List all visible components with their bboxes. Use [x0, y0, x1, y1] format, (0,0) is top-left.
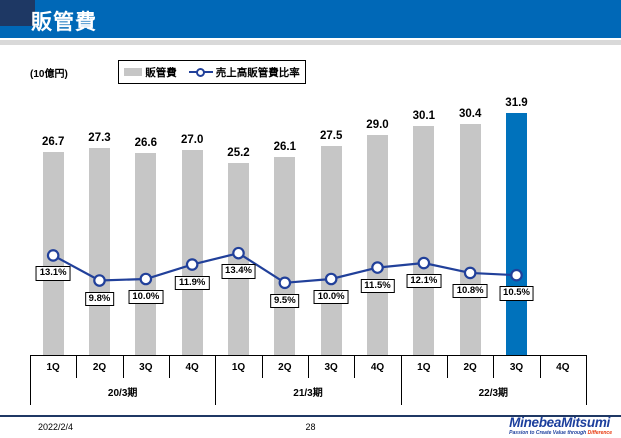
x-axis-year-label: 22/3期 — [478, 388, 509, 399]
quarter-tick — [261, 355, 263, 378]
x-axis-year-label: 20/3期 — [107, 388, 138, 399]
ratio-value-label: 10.8% — [452, 283, 488, 299]
bar — [413, 126, 435, 355]
quarter-tick — [539, 355, 541, 378]
ratio-value-label: 12.1% — [406, 274, 442, 289]
x-axis-quarter-label: 2Q — [278, 362, 292, 373]
x-axis-quarter-label: 1Q — [417, 362, 431, 373]
ratio-value-label: 10.0% — [313, 290, 349, 305]
bar — [135, 152, 157, 355]
header-corner-accent — [0, 0, 35, 26]
bar — [42, 152, 64, 355]
ratio-value-label: 10.5% — [499, 286, 534, 301]
year-separator — [400, 355, 402, 405]
bar-value-label: 26.6 — [134, 136, 158, 149]
x-axis-quarter-label: 2Q — [463, 362, 477, 373]
bar-value-label: 30.4 — [458, 107, 482, 120]
year-separator — [215, 355, 217, 405]
ratio-value-label: 13.4% — [221, 264, 256, 279]
bar-value-label: 26.7 — [41, 136, 65, 149]
x-axis-quarter-label: 3Q — [509, 362, 524, 373]
bar-value-label: 29.0 — [366, 118, 389, 131]
quarter-tick — [76, 355, 78, 378]
ratio-value-label: 11.5% — [360, 278, 395, 294]
year-separator — [586, 355, 587, 405]
quarter-tick — [354, 355, 356, 378]
bar-value-label: 31.9 — [505, 96, 528, 109]
x-axis-quarter-label: 4Q — [185, 362, 199, 373]
tagline-main: Passion to Create Value through — [509, 430, 588, 437]
x-axis-quarter-label: 3Q — [139, 362, 153, 373]
bar-value-label: 27.3 — [88, 131, 111, 144]
bar-value-label: 30.1 — [412, 110, 436, 123]
bar-value-label: 26.1 — [273, 140, 297, 153]
page-title: 販管費 — [31, 11, 97, 34]
ratio-value-label: 11.9% — [174, 275, 210, 290]
year-separator — [30, 355, 31, 405]
bar-swatch-icon — [124, 68, 143, 76]
bar — [228, 163, 249, 355]
company-logo: MinebeaMitsumi Passion to Create Value t… — [509, 415, 612, 436]
ratio-value-label: 10.0% — [128, 290, 164, 305]
legend-item-bar: 販管費 — [124, 65, 177, 80]
quarter-tick — [169, 355, 170, 378]
logo-tagline: Passion to Create Value through Differen… — [509, 430, 612, 436]
line-marker-icon — [188, 67, 213, 77]
chart-legend: 販管費 売上高販管費比率 — [118, 60, 306, 84]
x-axis-quarter-label: 2Q — [92, 362, 107, 373]
bar-highlighted — [506, 112, 527, 355]
header-band — [0, 0, 621, 38]
x-axis-quarter-label: 3Q — [324, 362, 338, 373]
footer-rule — [0, 415, 621, 417]
tagline-accent: Difference — [587, 430, 612, 437]
legend-item-line: 売上高販管費比率 — [188, 65, 300, 80]
bar-value-label: 25.2 — [227, 147, 250, 160]
quarter-tick — [447, 355, 448, 378]
bar — [89, 147, 110, 355]
header-stripe — [0, 40, 621, 45]
bar-value-label: 27.5 — [319, 130, 343, 142]
ratio-value-label: 9.8% — [84, 291, 115, 306]
footer-date: 2022/2/4 — [38, 422, 74, 432]
logo-text: MinebeaMitsumi — [509, 415, 610, 430]
bar — [274, 156, 296, 355]
x-axis-quarter-label: 1Q — [46, 362, 60, 373]
quarter-tick — [493, 355, 495, 378]
line-legend-label: 売上高販管費比率 — [215, 66, 300, 79]
bar — [459, 123, 481, 355]
unit-label: (10億円) — [30, 69, 68, 80]
x-axis-quarter-label: 1Q — [231, 362, 246, 373]
ratio-value-label: 9.5% — [270, 293, 300, 309]
x-axis-quarter-label: 4Q — [556, 362, 570, 373]
page-number: 28 — [305, 422, 316, 432]
bar — [367, 134, 388, 355]
bar — [320, 146, 342, 355]
bar-legend-label: 販管費 — [145, 66, 177, 79]
quarter-tick — [122, 355, 124, 378]
x-axis-year-label: 21/3期 — [293, 388, 323, 399]
ratio-value-label: 13.1% — [35, 266, 71, 281]
x-axis-quarter-label: 4Q — [370, 362, 385, 373]
bar-value-label: 27.0 — [180, 133, 204, 146]
quarter-tick — [308, 355, 309, 378]
bar — [181, 149, 203, 355]
